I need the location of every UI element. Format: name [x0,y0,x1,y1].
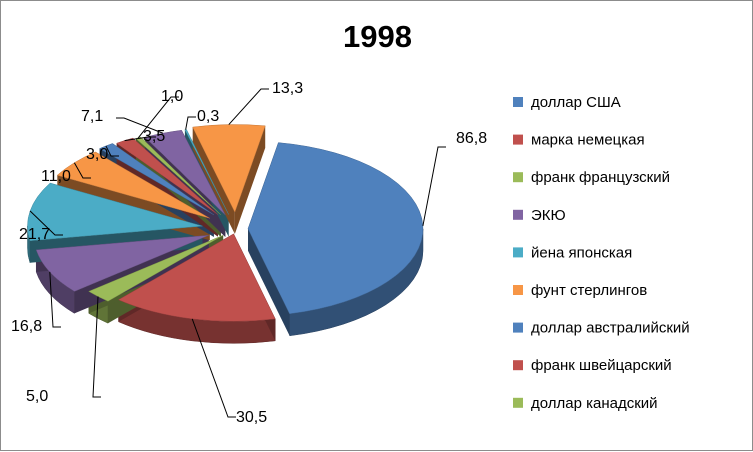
leader-line [105,145,119,157]
legend-label: фунт стерлингов [531,282,647,299]
data-label: 30,5 [236,409,267,426]
data-labels: 86,8 30,5 5,0 16,8 21,7 11,0 3,0 3,5 1,0 7,1 0,3 13… [11,80,487,426]
legend-label: йена японская [531,244,632,261]
leader-line [49,271,61,328]
leader-line [185,116,196,130]
leader-line [29,210,63,236]
pie-tops [27,124,424,322]
data-label: 16,8 [11,318,42,335]
legend-label: доллар США [531,94,621,111]
legend-swatch [513,285,523,295]
legend-swatch [513,134,523,145]
data-label: 7,1 [81,108,103,125]
pie-slice-2 [88,235,224,302]
legend-label: франк швейцарский [531,357,672,374]
pie-slice-6 [98,143,214,216]
data-label: 5,0 [26,388,48,405]
leader-line [422,146,446,227]
leader-line [228,88,269,125]
legend-swatch [513,360,523,371]
leader-line [73,162,91,179]
legend-label: доллар австралийский [531,320,690,337]
leader-line [92,296,101,398]
legend-swatch [513,397,523,408]
data-label: 11,0 [41,168,71,185]
pie-slice-5 [56,151,210,219]
pie-slice-wall [192,127,235,235]
data-label: 21,7 [19,226,50,243]
data-label: 86,8 [456,130,487,147]
legend-swatch [513,97,523,107]
legend-label: марка немецкая [531,132,645,149]
pie-slice-11 [192,124,266,213]
data-label: 1,0 [161,88,183,105]
legend-swatch [513,172,523,183]
legend-swatch [513,247,523,258]
pie-slice-wall [247,228,290,336]
pie-slice-3 [35,235,209,292]
legend: доллар США марка немецкая франк французски… [513,94,690,412]
leader-line [191,318,236,418]
legend-swatch [513,322,523,333]
data-label: 3,0 [86,146,108,163]
leader-line [116,117,164,134]
legend-label: ЭКЮ [531,207,566,224]
data-label: 13,3 [272,80,303,97]
legend-label: доллар канадский [531,395,658,412]
leader-line [124,136,156,142]
chart-title: 1998 [343,19,412,54]
pie-slice-wall [234,125,266,235]
legend-swatch [513,209,523,220]
leader-line [137,96,179,139]
data-label: 0,3 [197,108,219,125]
legend-label: франк французский [531,169,670,186]
data-label: 3,5 [143,128,165,145]
